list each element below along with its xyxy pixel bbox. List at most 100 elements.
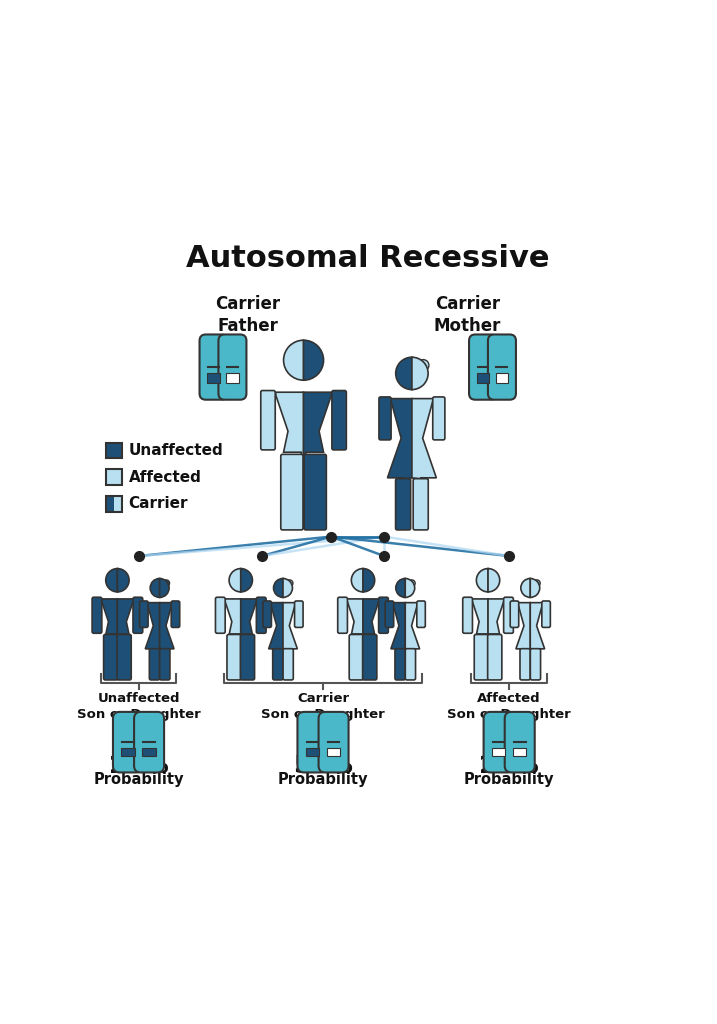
Text: Unaffected
Son or Daughter: Unaffected Son or Daughter <box>77 691 200 721</box>
FancyBboxPatch shape <box>511 601 518 628</box>
PathPatch shape <box>412 398 437 479</box>
Circle shape <box>286 580 293 587</box>
Text: Carrier
Son or Daughter: Carrier Son or Daughter <box>261 691 385 721</box>
FancyBboxPatch shape <box>92 597 102 633</box>
Bar <box>114 496 122 512</box>
FancyBboxPatch shape <box>215 597 225 633</box>
Circle shape <box>417 359 429 371</box>
FancyBboxPatch shape <box>433 397 445 440</box>
Text: Affected: Affected <box>128 470 201 484</box>
FancyBboxPatch shape <box>385 601 394 628</box>
PathPatch shape <box>160 603 174 650</box>
PathPatch shape <box>405 603 419 650</box>
Text: 50%: 50% <box>293 754 353 777</box>
FancyBboxPatch shape <box>332 390 346 450</box>
FancyBboxPatch shape <box>103 635 118 680</box>
Wedge shape <box>396 579 405 597</box>
FancyBboxPatch shape <box>531 648 541 680</box>
Wedge shape <box>396 357 412 389</box>
PathPatch shape <box>101 599 118 678</box>
FancyBboxPatch shape <box>272 648 283 680</box>
FancyBboxPatch shape <box>261 390 275 450</box>
FancyBboxPatch shape <box>257 597 266 633</box>
PathPatch shape <box>531 603 545 650</box>
FancyBboxPatch shape <box>338 597 348 633</box>
Text: Carrier
Father: Carrier Father <box>215 295 280 335</box>
FancyBboxPatch shape <box>413 478 428 529</box>
Wedge shape <box>363 568 375 592</box>
Text: 25%: 25% <box>479 754 539 777</box>
Wedge shape <box>351 568 363 592</box>
Bar <box>207 374 220 383</box>
Wedge shape <box>412 357 428 389</box>
FancyBboxPatch shape <box>113 712 143 772</box>
PathPatch shape <box>516 603 531 650</box>
FancyBboxPatch shape <box>318 712 348 772</box>
FancyBboxPatch shape <box>133 597 143 633</box>
FancyBboxPatch shape <box>542 601 551 628</box>
PathPatch shape <box>363 599 379 678</box>
Text: Affected
Son or Daughter: Affected Son or Daughter <box>447 691 571 721</box>
FancyBboxPatch shape <box>240 635 255 680</box>
FancyBboxPatch shape <box>483 712 513 772</box>
PathPatch shape <box>472 599 488 678</box>
FancyBboxPatch shape <box>349 635 364 680</box>
FancyBboxPatch shape <box>199 335 227 399</box>
Circle shape <box>533 580 540 587</box>
Bar <box>327 748 341 757</box>
Text: Probability: Probability <box>277 772 369 786</box>
Bar <box>477 374 489 383</box>
PathPatch shape <box>347 599 363 678</box>
FancyBboxPatch shape <box>117 635 131 680</box>
FancyBboxPatch shape <box>171 601 180 628</box>
FancyBboxPatch shape <box>395 648 405 680</box>
FancyBboxPatch shape <box>417 601 425 628</box>
Text: Probability: Probability <box>464 772 554 786</box>
FancyBboxPatch shape <box>474 635 488 680</box>
FancyBboxPatch shape <box>219 335 247 399</box>
Circle shape <box>163 580 169 587</box>
Wedge shape <box>488 568 500 592</box>
Wedge shape <box>476 568 488 592</box>
FancyBboxPatch shape <box>505 712 535 772</box>
PathPatch shape <box>241 599 257 678</box>
FancyBboxPatch shape <box>106 469 122 485</box>
FancyBboxPatch shape <box>227 635 241 680</box>
Wedge shape <box>274 579 283 597</box>
Bar <box>513 748 526 757</box>
Wedge shape <box>160 579 169 597</box>
Bar <box>143 748 156 757</box>
Wedge shape <box>405 579 414 597</box>
FancyBboxPatch shape <box>160 648 170 680</box>
Bar <box>226 374 239 383</box>
Text: Carrier
Mother: Carrier Mother <box>434 295 501 335</box>
FancyBboxPatch shape <box>488 635 502 680</box>
FancyBboxPatch shape <box>304 455 326 529</box>
PathPatch shape <box>391 603 405 650</box>
Circle shape <box>409 580 415 587</box>
PathPatch shape <box>488 599 504 678</box>
Wedge shape <box>303 340 323 380</box>
FancyBboxPatch shape <box>469 335 497 399</box>
Bar <box>495 374 508 383</box>
FancyBboxPatch shape <box>405 648 416 680</box>
FancyBboxPatch shape <box>134 712 164 772</box>
FancyBboxPatch shape <box>396 478 411 529</box>
PathPatch shape <box>146 603 160 650</box>
Wedge shape <box>229 568 241 592</box>
Text: 25%: 25% <box>109 754 168 777</box>
PathPatch shape <box>225 599 241 678</box>
Text: Unaffected: Unaffected <box>128 443 223 458</box>
Wedge shape <box>283 340 303 380</box>
FancyBboxPatch shape <box>379 597 389 633</box>
FancyBboxPatch shape <box>379 397 391 440</box>
FancyBboxPatch shape <box>363 635 377 680</box>
PathPatch shape <box>118 599 133 678</box>
Wedge shape <box>118 568 129 592</box>
FancyBboxPatch shape <box>295 601 303 628</box>
FancyBboxPatch shape <box>140 601 148 628</box>
FancyBboxPatch shape <box>298 712 328 772</box>
FancyBboxPatch shape <box>503 597 513 633</box>
FancyBboxPatch shape <box>149 648 160 680</box>
FancyBboxPatch shape <box>520 648 530 680</box>
